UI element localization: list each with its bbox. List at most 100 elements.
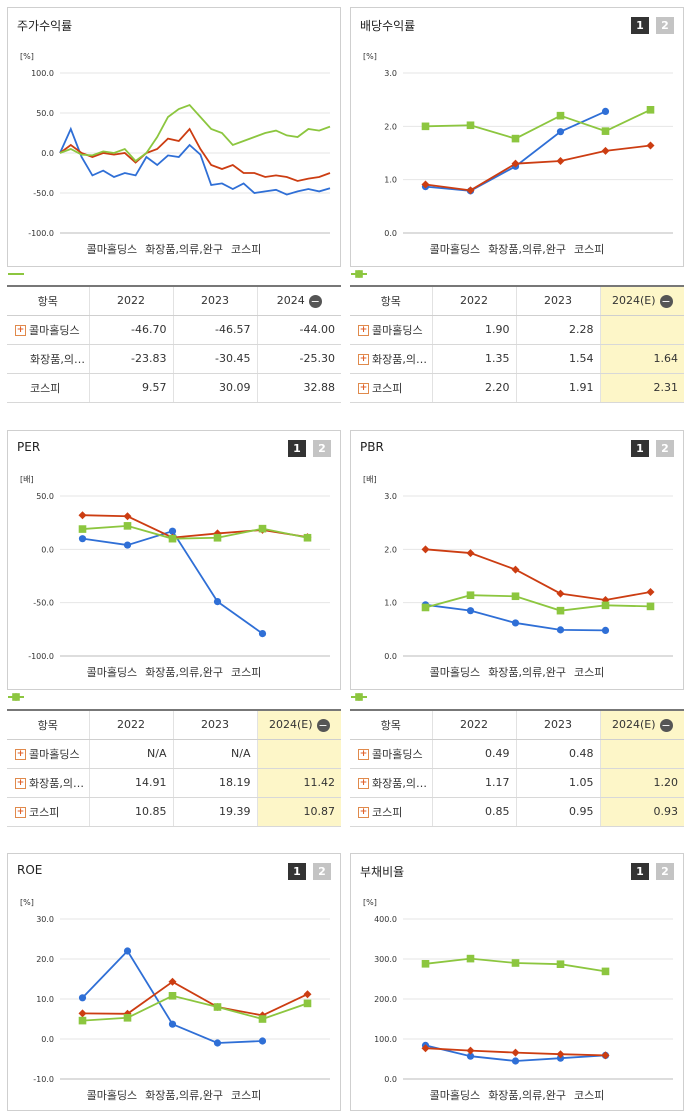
legend-item[interactable]: 콜마홀딩스	[8, 664, 137, 701]
stock-return-chart: [%]100.050.00.0-50.0-100.02018/12/282020…	[20, 52, 331, 236]
legend-item[interactable]: 화장품,의류,완구	[351, 664, 567, 701]
legend-item[interactable]: 코스피	[351, 241, 604, 278]
column-header: 2023	[516, 286, 601, 316]
table-cell: 32.88	[257, 373, 341, 403]
row-label: 콜마홀딩스	[29, 747, 80, 761]
data-point	[78, 994, 87, 1002]
legend-item[interactable]: 코스피	[231, 1087, 261, 1103]
row-name: + 코스피	[350, 797, 433, 827]
page-button-1[interactable]: 1	[631, 17, 649, 34]
column-header-label: 항목	[380, 294, 401, 308]
data-point	[78, 1009, 87, 1018]
data-point	[421, 603, 430, 612]
expand-icon[interactable]: +	[358, 383, 369, 394]
collapse-icon[interactable]: −	[308, 294, 322, 308]
expand-icon[interactable]: +	[358, 749, 369, 760]
y-tick-label: -100.0	[28, 229, 54, 236]
data-point	[303, 999, 312, 1008]
expand-icon[interactable]: +	[358, 807, 369, 818]
data-point	[646, 602, 655, 611]
data-point	[168, 534, 177, 543]
page-button-2[interactable]: 2	[656, 17, 674, 34]
page-button-1[interactable]: 1	[288, 863, 306, 880]
row-name: + 콜마홀딩스	[7, 739, 90, 769]
table-cell: 30.09	[173, 373, 258, 403]
legend-item[interactable]: 콜마홀딩스	[351, 664, 480, 701]
legend-item[interactable]: 화장품,의류,완구	[488, 1087, 566, 1103]
page-button-1[interactable]: 1	[631, 440, 649, 457]
series-line	[82, 530, 264, 635]
expand-icon[interactable]: +	[358, 778, 369, 789]
table-row: + 코스피 10.85 19.39 10.87	[7, 797, 341, 827]
data-point	[466, 591, 475, 599]
panel-title: 배당수익률	[360, 19, 416, 33]
legend-label: 화장품,의류,완구	[488, 243, 567, 256]
y-tick-label: 400.0	[374, 915, 397, 924]
page-button-2[interactable]: 2	[656, 863, 674, 880]
expand-icon[interactable]: +	[15, 778, 26, 789]
page-button-1[interactable]: 1	[631, 863, 649, 880]
top-divider	[0, 0, 691, 5]
table-cell: 1.35	[432, 344, 517, 374]
per-table: 항목 2022 2023 2024(E) − + 콜마홀딩스 N/A N/A + 화장품,의… 14.…	[7, 709, 341, 827]
legend-item[interactable]: 코스피	[8, 664, 261, 701]
legend-label: 화장품,의류,완구	[488, 666, 567, 679]
page-button-1[interactable]: 1	[288, 440, 306, 457]
roe-chart: [%]30.020.010.00.0-10.020192020202120222…	[20, 898, 330, 1082]
column-header-label: 2024(E)	[268, 718, 313, 731]
legend-item[interactable]: 화장품,의류,완구	[8, 664, 223, 701]
data-point	[466, 954, 475, 963]
series-line	[59, 127, 331, 182]
legend-item[interactable]: 화장품,의류,완구	[351, 241, 567, 278]
table-cell: 1.90	[432, 315, 517, 345]
y-tick-label: -100.0	[28, 652, 54, 659]
legend-item[interactable]: 코스피	[574, 1087, 604, 1103]
table-cell: 1.64	[600, 344, 684, 374]
row-name: + 코스피	[350, 373, 433, 403]
legend-item[interactable]: 코스피	[8, 241, 261, 275]
per-chart: [배]50.00.0-50.0-100.02019202020212022202…	[20, 475, 330, 659]
row-label: 코스피	[29, 805, 60, 819]
legend-item[interactable]: 화장품,의류,완구	[145, 1087, 223, 1103]
table-row: + 콜마홀딩스 0.49 0.48	[350, 739, 684, 769]
chart-legend: 콜마홀딩스 화장품,의류,완구 코스피	[8, 241, 340, 275]
panel-title: PBR	[360, 440, 384, 454]
row-label: 코스피	[372, 805, 403, 819]
column-header: 2023	[173, 286, 258, 316]
data-point	[556, 589, 565, 598]
legend-item[interactable]: 콜마홀딩스	[8, 241, 137, 275]
expand-icon[interactable]: +	[358, 325, 369, 336]
column-header: 2024(E) −	[257, 710, 341, 740]
column-header: 항목	[7, 286, 90, 316]
expand-icon[interactable]: +	[15, 325, 26, 336]
legend-item[interactable]: 화장품,의류,완구	[8, 241, 223, 275]
data-point	[556, 111, 565, 120]
expand-icon[interactable]: +	[15, 749, 26, 760]
page-button-2[interactable]: 2	[313, 863, 331, 880]
collapse-icon[interactable]: −	[659, 294, 673, 308]
y-tick-label: 0.0	[41, 545, 54, 554]
collapse-icon[interactable]: −	[316, 718, 330, 732]
column-header: 2023	[173, 710, 258, 740]
legend-item[interactable]: 코스피	[351, 664, 604, 701]
column-header-label: 항목	[37, 294, 58, 308]
series-line	[59, 103, 331, 163]
page-button-2[interactable]: 2	[656, 440, 674, 457]
page-button-2[interactable]: 2	[313, 440, 331, 457]
collapse-icon[interactable]: −	[659, 718, 673, 732]
data-point	[511, 1057, 520, 1065]
y-tick-label: 200.0	[374, 995, 397, 1004]
legend-item[interactable]: 콜마홀딩스	[351, 241, 480, 278]
table-cell: 0.48	[516, 739, 601, 769]
data-point	[168, 527, 177, 535]
legend-item[interactable]: 콜마홀딩스	[87, 1087, 138, 1103]
data-point	[646, 141, 655, 150]
expand-icon[interactable]: +	[15, 807, 26, 818]
data-point	[123, 947, 132, 955]
expand-icon[interactable]: +	[358, 354, 369, 365]
legend-item[interactable]: 콜마홀딩스	[430, 1087, 481, 1103]
legend-marker	[351, 270, 367, 278]
series-line	[82, 514, 308, 539]
column-header-label: 2022	[460, 718, 488, 732]
